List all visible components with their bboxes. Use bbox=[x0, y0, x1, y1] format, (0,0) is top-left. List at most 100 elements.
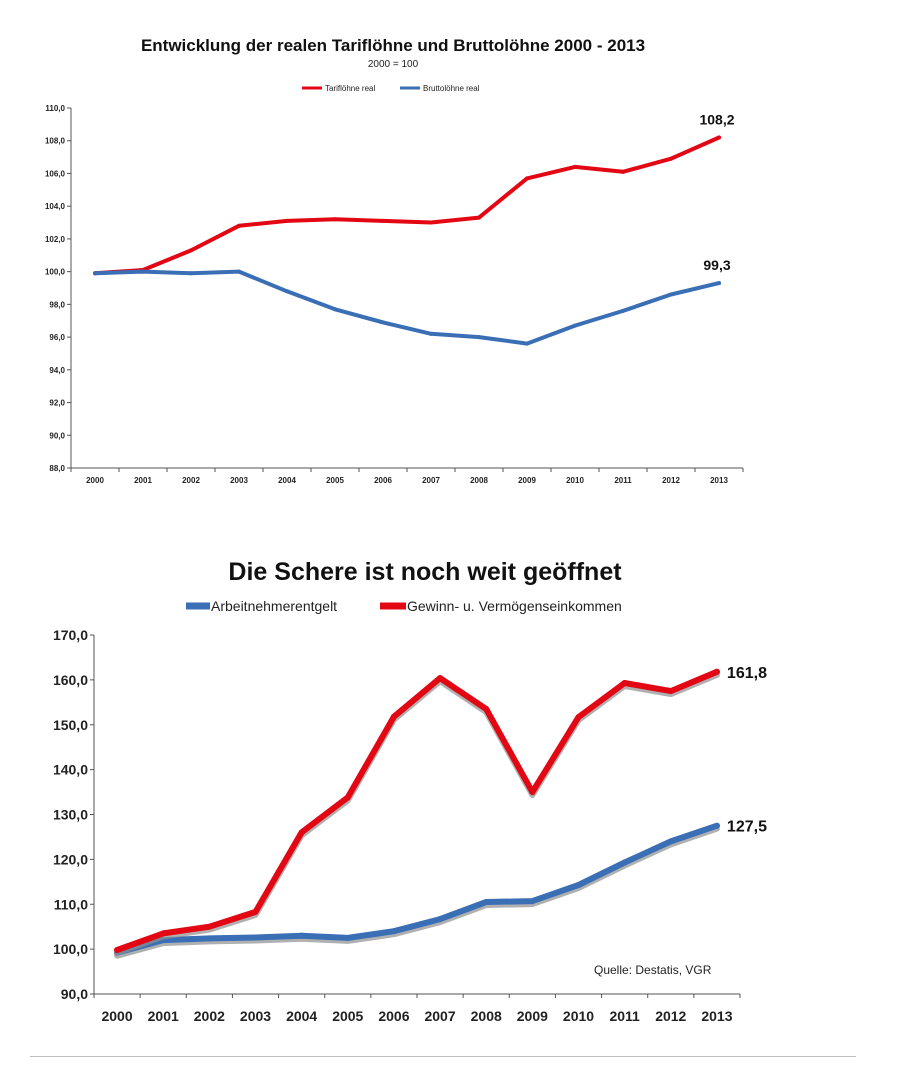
chart1-x-tick-label: 2006 bbox=[374, 476, 392, 485]
chart1-point-tariflöhne-real bbox=[669, 156, 673, 161]
chart2-y-ticks: 90,0 100,0 110,0 120,0 130,0 140,0 150,0 160,0 1… bbox=[53, 627, 94, 1002]
chart2-point-gewinn-u-vermögenseinkommen bbox=[713, 668, 720, 675]
chart2-line-gewinn-u-vermögenseinkommen bbox=[114, 668, 720, 953]
chart2-point-gewinn-u-vermögenseinkommen bbox=[483, 706, 490, 713]
chart2-y-tick-label: 130,0 bbox=[53, 807, 88, 823]
chart1-x-tick-label: 2008 bbox=[470, 476, 488, 485]
chart1-point-tariflöhne-real bbox=[285, 218, 289, 223]
chart1-end-label-tarif: 108,2 bbox=[699, 111, 734, 127]
chart1-x-tick-label: 2000 bbox=[86, 476, 104, 485]
chart1-x-tick-label: 2013 bbox=[710, 476, 728, 485]
chart1-line-bruttolöhne-real bbox=[93, 269, 721, 346]
chart2-y-tick-label: 150,0 bbox=[53, 717, 88, 733]
chart1-y-tick-label: 94,0 bbox=[49, 366, 65, 375]
chart2-point-gewinn-u-vermögenseinkommen bbox=[621, 680, 628, 687]
chart2-y-tick-label: 160,0 bbox=[53, 672, 88, 688]
chart1-point-bruttolöhne-real bbox=[717, 281, 721, 286]
chart-tarifloehne: Entwicklung der realen Tariflöhne und Br… bbox=[45, 36, 744, 485]
chart2-legend-gewinn: Gewinn- u. Vermögenseinkommen bbox=[407, 598, 622, 614]
chart1-line-tariflöhne-real bbox=[93, 135, 721, 276]
chart1-point-tariflöhne-real bbox=[333, 217, 337, 222]
chart1-y-tick-label: 110,0 bbox=[45, 104, 65, 113]
chart1-y-tick-label: 90,0 bbox=[49, 431, 65, 440]
chart1-point-bruttolöhne-real bbox=[333, 307, 337, 312]
chart2-y-tick-label: 110,0 bbox=[54, 896, 88, 912]
chart2-x-ticks: 2000 2001 2002 2003 2004 2005 2006 2007 2008 2009… bbox=[93, 994, 741, 1024]
chart2-point-arbeitnehmerentgelt bbox=[206, 935, 213, 942]
chart1-point-bruttolöhne-real bbox=[477, 335, 481, 340]
chart1-y-tick-label: 96,0 bbox=[49, 333, 65, 342]
chart2-x-tick-label: 2004 bbox=[286, 1008, 317, 1024]
chart2-y-tick-label: 140,0 bbox=[53, 762, 88, 778]
chart1-point-tariflöhne-real bbox=[429, 220, 433, 225]
chart1-point-bruttolöhne-real bbox=[381, 320, 385, 325]
chart1-y-tick-label: 98,0 bbox=[49, 300, 65, 309]
chart2-y-tick-label: 120,0 bbox=[53, 851, 88, 867]
chart2-point-gewinn-u-vermögenseinkommen bbox=[114, 947, 121, 954]
chart2-point-gewinn-u-vermögenseinkommen bbox=[160, 930, 167, 937]
chart1-end-label-brutto: 99,3 bbox=[703, 257, 730, 273]
chart2-x-tick-label: 2000 bbox=[101, 1008, 132, 1024]
chart2-point-arbeitnehmerentgelt bbox=[298, 932, 305, 939]
bottom-divider bbox=[30, 1056, 856, 1057]
chart1-x-tick-label: 2007 bbox=[422, 476, 440, 485]
chart2-line-shadow-gewinn-u-vermögenseinkommen bbox=[114, 671, 720, 956]
chart2-point-gewinn-u-vermögenseinkommen bbox=[437, 675, 444, 682]
chart2-point-gewinn-u-vermögenseinkommen bbox=[206, 923, 213, 930]
chart1-x-tick-label: 2010 bbox=[566, 476, 584, 485]
chart1-point-tariflöhne-real bbox=[621, 169, 625, 174]
chart1-point-bruttolöhne-real bbox=[525, 341, 529, 346]
chart1-point-bruttolöhne-real bbox=[429, 331, 433, 336]
chart1-x-tick-label: 2011 bbox=[614, 476, 632, 485]
chart2-point-gewinn-u-vermögenseinkommen bbox=[667, 688, 674, 695]
chart2-x-tick-label: 2006 bbox=[378, 1008, 409, 1024]
chart2-line-arbeitnehmerentgelt bbox=[114, 822, 720, 956]
chart2-x-tick-label: 2013 bbox=[701, 1008, 732, 1024]
chart1-point-bruttolöhne-real bbox=[285, 289, 289, 294]
chart1-point-bruttolöhne-real bbox=[621, 308, 625, 313]
chart1-point-tariflöhne-real bbox=[381, 218, 385, 223]
chart1-point-bruttolöhne-real bbox=[93, 271, 97, 276]
chart2-point-gewinn-u-vermögenseinkommen bbox=[575, 714, 582, 721]
chart1-legend-brutto: Bruttolöhne real bbox=[423, 84, 480, 93]
chart1-y-tick-label: 104,0 bbox=[45, 202, 66, 211]
chart1-point-tariflöhne-real bbox=[573, 164, 577, 169]
chart-schere: Die Schere ist noch weit geöffnet Arbeit… bbox=[53, 558, 767, 1024]
chart1-x-tick-label: 2004 bbox=[278, 476, 296, 485]
chart2-point-gewinn-u-vermögenseinkommen bbox=[344, 794, 351, 801]
chart2-series bbox=[114, 668, 720, 959]
chart1-y-tick-label: 102,0 bbox=[45, 235, 66, 244]
chart2-x-tick-label: 2003 bbox=[240, 1008, 271, 1024]
chart2-point-arbeitnehmerentgelt bbox=[437, 916, 444, 923]
chart1-point-bruttolöhne-real bbox=[573, 323, 577, 328]
chart1-x-tick-label: 2002 bbox=[182, 476, 200, 485]
chart2-x-tick-label: 2011 bbox=[609, 1008, 640, 1024]
chart2-x-tick-label: 2007 bbox=[424, 1008, 455, 1024]
chart1-x-tick-label: 2012 bbox=[662, 476, 680, 485]
chart1-x-ticks: 2000 2001 2002 2003 2004 2005 2006 2007 2008 2009… bbox=[70, 468, 744, 485]
chart1-y-tick-label: 92,0 bbox=[49, 399, 65, 408]
chart1-point-bruttolöhne-real bbox=[237, 269, 241, 274]
chart2-x-tick-label: 2010 bbox=[563, 1008, 594, 1024]
chart1-x-tick-label: 2009 bbox=[518, 476, 536, 485]
chart2-point-gewinn-u-vermögenseinkommen bbox=[252, 908, 259, 915]
chart2-x-tick-label: 2001 bbox=[148, 1008, 179, 1024]
chart1-point-bruttolöhne-real bbox=[141, 269, 145, 274]
chart2-point-arbeitnehmerentgelt bbox=[575, 881, 582, 888]
chart2-title: Die Schere ist noch weit geöffnet bbox=[228, 558, 622, 586]
chart2-end-label-gewinn: 161,8 bbox=[727, 665, 767, 682]
chart1-y-ticks: 88,0 90,0 92,0 94,0 96,0 98,0 100,0 102,0 104,0 1… bbox=[45, 104, 71, 473]
chart2-source: Quelle: Destatis, VGR bbox=[594, 963, 712, 977]
chart2-x-tick-label: 2002 bbox=[194, 1008, 225, 1024]
chart2-point-arbeitnehmerentgelt bbox=[390, 928, 397, 935]
chart1-point-tariflöhne-real bbox=[477, 215, 481, 220]
chart2-end-label-arbeit: 127,5 bbox=[727, 819, 767, 836]
chart2-point-arbeitnehmerentgelt bbox=[344, 934, 351, 941]
chart1-y-tick-label: 106,0 bbox=[45, 169, 66, 178]
chart2-point-arbeitnehmerentgelt bbox=[713, 822, 720, 829]
chart1-y-tick-label: 108,0 bbox=[45, 137, 66, 146]
chart1-point-tariflöhne-real bbox=[237, 223, 241, 228]
chart2-x-tick-label: 2008 bbox=[471, 1008, 502, 1024]
chart1-x-tick-label: 2003 bbox=[230, 476, 248, 485]
